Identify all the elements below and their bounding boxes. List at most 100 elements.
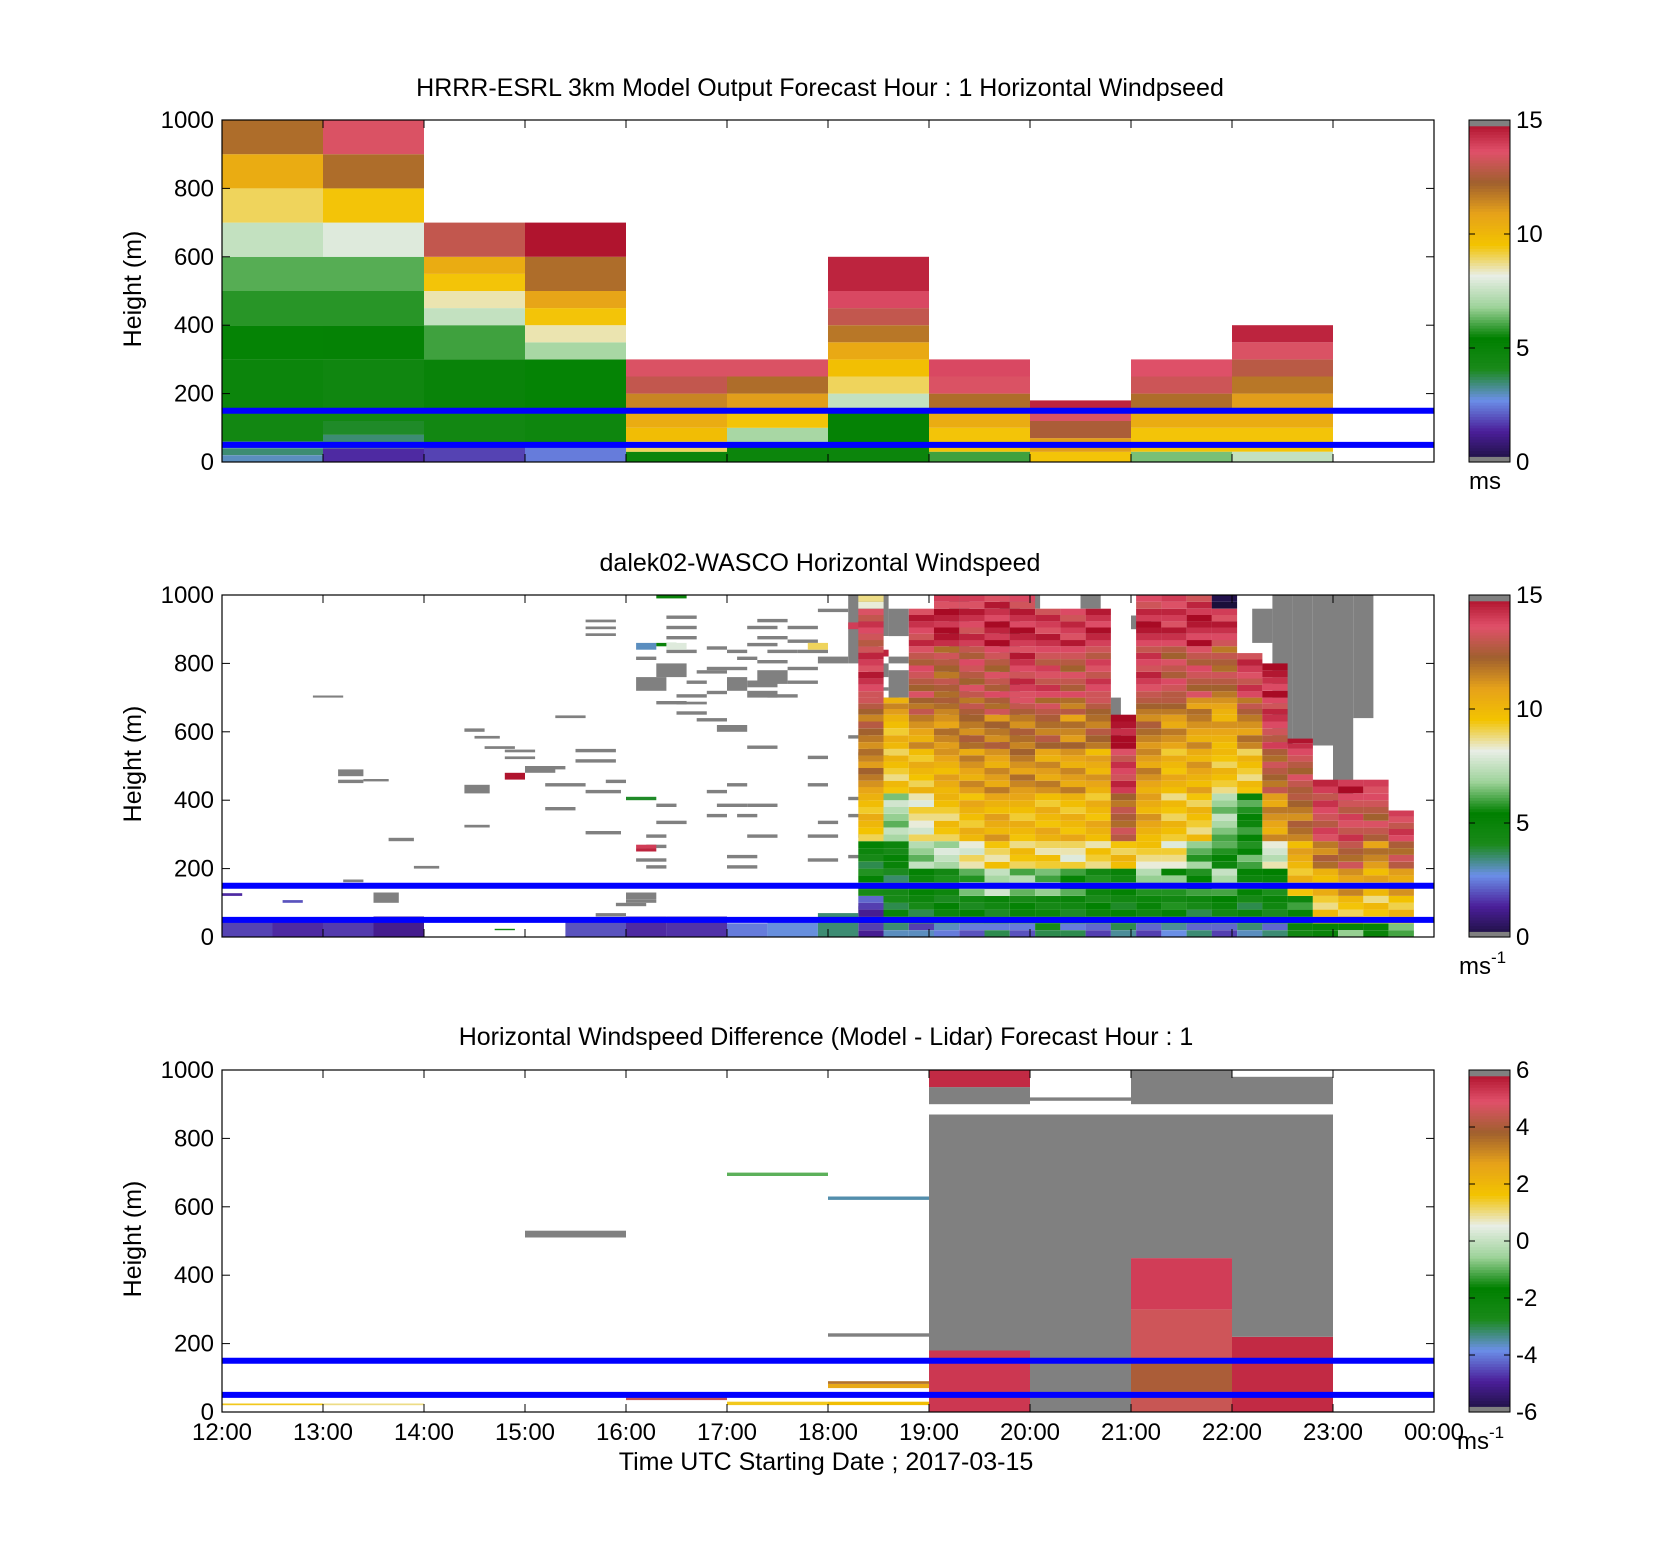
heatmap-cell: [1085, 659, 1111, 666]
heatmap-cell: [1388, 923, 1414, 931]
colorbar-swatch: [1469, 159, 1510, 164]
heatmap-cell: [1085, 868, 1111, 876]
heatmap-cell: [883, 820, 909, 828]
colorbar-swatch: [1469, 780, 1510, 784]
heatmap-cell: [984, 608, 1010, 615]
heatmap-cell: [1085, 697, 1111, 704]
heatmap-cell: [1363, 834, 1389, 842]
colorbar-swatch: [1469, 273, 1510, 278]
heatmap-cell: [1009, 721, 1036, 729]
heatmap-cell: [858, 640, 884, 647]
heatmap-cell: [817, 913, 859, 937]
heatmap-cell: [1186, 848, 1212, 855]
heatmap-cell: [984, 601, 1010, 609]
heatmap-cell: [1186, 841, 1212, 848]
heatmap-cell: [934, 697, 960, 704]
colorbar-swatch: [1469, 617, 1510, 622]
heatmap-cell: [1211, 697, 1238, 704]
heatmap-cell: [1262, 690, 1288, 698]
heatmap-cell: [1035, 761, 1061, 768]
panel-difference-ylabel: Height (m): [119, 1181, 147, 1298]
heatmap-cell: [1009, 923, 1036, 931]
heatmap-cell: [934, 768, 960, 775]
heatmap-cell: [388, 837, 414, 842]
heatmap-cell: [908, 615, 935, 622]
heatmap-cell: [222, 359, 323, 411]
heatmap-cell: [727, 376, 828, 394]
colorbar-swatch: [1469, 219, 1510, 224]
heatmap-cell: [1237, 721, 1263, 729]
heatmap-cell: [1085, 930, 1111, 937]
heatmap-cell: [1161, 748, 1187, 756]
colorbar-swatch: [1469, 370, 1510, 375]
heatmap-cell: [1136, 923, 1162, 931]
heatmap-cell: [858, 748, 884, 756]
heatmap-cell: [908, 659, 935, 666]
heatmap-cell: [1186, 875, 1212, 883]
heatmap-cell: [1211, 684, 1238, 692]
heatmap-cell: [929, 1114, 1030, 1351]
heatmap-cell: [908, 813, 935, 821]
heatmap-cell: [1085, 813, 1111, 821]
colorbar-swatch: [1469, 382, 1510, 386]
heatmap-cell: [959, 841, 985, 848]
heatmap-cell: [1136, 774, 1162, 781]
heatmap-cell: [934, 807, 960, 814]
heatmap-cell: [1211, 621, 1238, 628]
heatmap-cell: [636, 848, 657, 852]
colorbar-swatch: [1469, 1309, 1510, 1313]
heatmap-cell: [1085, 742, 1111, 749]
heatmap-cell: [1035, 735, 1061, 742]
colorbar-swatch: [1469, 1383, 1510, 1387]
heatmap-cell: [1136, 793, 1162, 801]
colorbar-swatch: [1469, 774, 1510, 778]
heatmap-cell: [883, 875, 909, 883]
colorbar-swatch: [1469, 330, 1510, 335]
heatmap-cell: [908, 755, 935, 762]
heatmap-cell: [1131, 376, 1232, 394]
heatmap-cell: [1237, 875, 1263, 883]
heatmap-cell: [1338, 875, 1364, 883]
heatmap-cell: [737, 656, 758, 660]
colorbar-swatch: [1469, 908, 1510, 912]
colorbar-swatch: [1469, 239, 1510, 244]
heatmap-cell: [1211, 728, 1238, 736]
colorbar-swatch: [1469, 1149, 1510, 1154]
heatmap-cell: [1186, 714, 1212, 722]
heatmap-cell: [1035, 728, 1061, 736]
heatmap-cell: [908, 889, 935, 896]
colorbar-swatch: [1469, 820, 1510, 824]
heatmap-cell: [888, 656, 909, 664]
heatmap-cell: [504, 772, 525, 780]
heatmap-cell: [1186, 697, 1212, 704]
colorbar-swatch: [1469, 399, 1510, 403]
colorbar-swatch: [1469, 691, 1510, 696]
heatmap-cell: [222, 455, 323, 462]
heatmap-cell: [1388, 902, 1414, 910]
colorbar-swatch: [1469, 777, 1510, 781]
heatmap-cell: [676, 701, 707, 705]
heatmap-cell: [636, 656, 657, 660]
colorbar-swatch: [1469, 1280, 1510, 1285]
heatmap-cell: [1186, 659, 1212, 666]
x-tick-label: 21:00: [1101, 1419, 1161, 1446]
heatmap-cell: [1136, 930, 1162, 937]
heatmap-cell: [858, 721, 884, 729]
heatmap-cell: [1161, 909, 1187, 917]
heatmap-cell: [1085, 608, 1111, 615]
heatmap-cell: [1136, 861, 1162, 869]
colorbar-swatch: [1469, 851, 1510, 855]
heatmap-cell: [1211, 652, 1238, 660]
heatmap-cell: [908, 627, 935, 634]
colorbar-swatch: [1469, 766, 1510, 770]
heatmap-cell: [1388, 889, 1414, 896]
heatmap-cell: [1186, 780, 1212, 788]
colorbar-swatch: [1469, 188, 1510, 192]
heatmap-cell: [1237, 678, 1263, 685]
heatmap-cell: [908, 768, 935, 775]
heatmap-cell: [1338, 902, 1364, 910]
colorbar-swatch: [1469, 262, 1510, 266]
heatmap-cell: [1287, 854, 1313, 862]
heatmap-cell: [1060, 659, 1086, 666]
colorbar-swatch: [1469, 145, 1510, 150]
